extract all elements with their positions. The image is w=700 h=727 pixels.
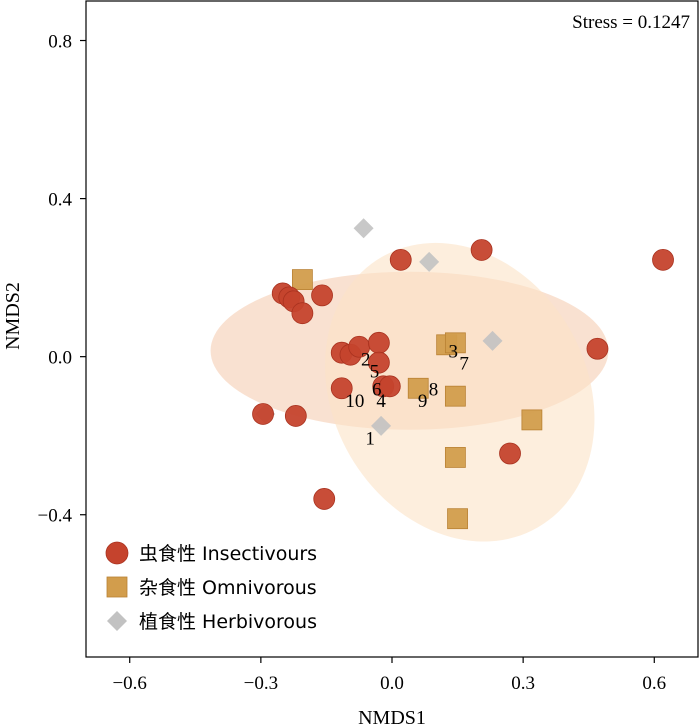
legend: 虫食性 Insectivours 杂食性 Omnivorous 植食性 Herb…	[105, 541, 317, 633]
point-number-label: 1	[365, 429, 375, 450]
point-number-label: 2	[361, 350, 371, 371]
insectivore-point	[389, 248, 412, 271]
omnivore-point	[291, 269, 313, 291]
legend-marker-square	[106, 576, 128, 598]
legend-marker-circle	[105, 541, 129, 565]
y-axis-title: NMDS2	[2, 282, 24, 350]
legend-label-omnivores: 杂食性 Omnivorous	[139, 577, 317, 599]
insectivore-point	[378, 375, 401, 398]
omnivore-point	[447, 508, 468, 530]
point-number-label: 8	[429, 379, 439, 400]
x-axis-title: NMDS1	[358, 707, 426, 727]
x-tick-label: −0.6	[112, 673, 146, 694]
insectivore-point	[586, 337, 609, 360]
omnivore-point	[444, 447, 466, 468]
herbivore-point	[482, 330, 503, 351]
legend-label-insectivores: 虫食性 Insectivours	[139, 543, 317, 565]
insectivore-point	[291, 302, 314, 325]
insectivore-point	[367, 331, 390, 354]
insectivore-point	[311, 284, 333, 307]
herbivore-point	[371, 415, 392, 436]
insectivore-point	[330, 377, 353, 400]
legend-marker-diamond	[107, 611, 127, 631]
point-number-label: 4	[376, 391, 386, 412]
insectivore-point	[252, 403, 274, 425]
omnivore-point	[444, 332, 466, 354]
x-ticks: −0.6 −0.3 0.0 0.3 0.6	[112, 657, 666, 694]
point-number-label: 10	[345, 391, 364, 412]
omnivore-point	[407, 377, 429, 399]
y-tick-label: −0.4	[38, 506, 73, 527]
legend-item-herbivores: 植食性 Herbivorous	[107, 611, 317, 633]
x-tick-label: 0.6	[642, 673, 666, 694]
point-number-label: 6	[372, 379, 382, 400]
y-tick-label: 0.8	[48, 32, 72, 53]
omnivore-point	[521, 409, 543, 431]
legend-label-herbivores: 植食性 Herbivorous	[139, 611, 317, 633]
x-tick-label: −0.3	[244, 673, 278, 694]
herbivore-point	[353, 218, 374, 239]
insectivore-point	[499, 442, 521, 465]
legend-item-insectivores: 虫食性 Insectivours	[105, 541, 317, 565]
insectivore-point	[367, 351, 390, 374]
insectivore-point	[284, 405, 307, 427]
insectivore-point	[313, 488, 336, 510]
point-number-label: 3	[448, 342, 458, 363]
x-tick-label: 0.3	[511, 673, 535, 694]
insectivore-point	[470, 239, 493, 261]
y-tick-label: 0.0	[48, 348, 72, 369]
point-labels-layer: 1 2 3 4 56 789 10	[345, 342, 469, 450]
point-number-label: 9	[418, 391, 428, 412]
point-number-label: 5	[370, 361, 380, 382]
point-number-label: 7	[459, 354, 469, 375]
y-ticks: 0.8 0.4 0.0 −0.4	[38, 32, 86, 527]
stress-annotation: Stress = 0.1247	[572, 12, 690, 33]
x-tick-label: 0.0	[380, 673, 404, 694]
omnivore-point	[444, 385, 466, 407]
legend-item-omnivores: 杂食性 Omnivorous	[106, 576, 317, 599]
y-tick-label: 0.4	[48, 190, 72, 211]
herbivore-point	[419, 251, 440, 272]
points-layer	[252, 218, 674, 530]
insectivore-point	[652, 248, 674, 271]
